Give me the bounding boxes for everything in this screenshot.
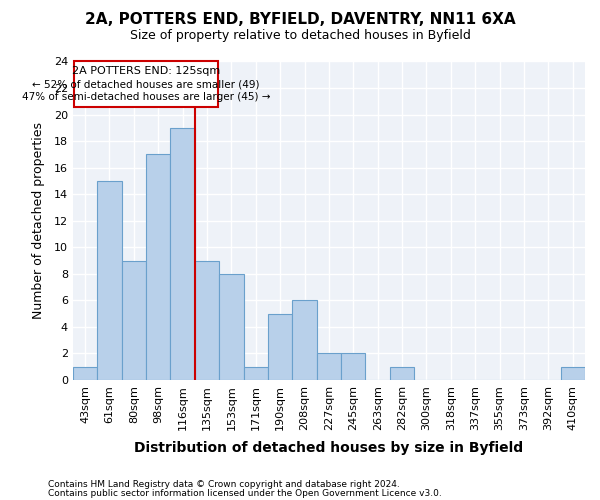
Bar <box>341 354 365 380</box>
Text: 2A POTTERS END: 125sqm: 2A POTTERS END: 125sqm <box>72 66 220 76</box>
Text: Contains HM Land Registry data © Crown copyright and database right 2024.: Contains HM Land Registry data © Crown c… <box>48 480 400 489</box>
Bar <box>122 260 146 380</box>
Text: ← 52% of detached houses are smaller (49): ← 52% of detached houses are smaller (49… <box>32 79 260 89</box>
Text: 47% of semi-detached houses are larger (45) →: 47% of semi-detached houses are larger (… <box>22 92 270 102</box>
Bar <box>97 181 122 380</box>
Bar <box>390 366 414 380</box>
Bar <box>292 300 317 380</box>
Bar <box>170 128 195 380</box>
Y-axis label: Number of detached properties: Number of detached properties <box>32 122 46 319</box>
X-axis label: Distribution of detached houses by size in Byfield: Distribution of detached houses by size … <box>134 441 523 455</box>
Bar <box>317 354 341 380</box>
Bar <box>244 366 268 380</box>
Text: Size of property relative to detached houses in Byfield: Size of property relative to detached ho… <box>130 29 470 42</box>
Text: 2A, POTTERS END, BYFIELD, DAVENTRY, NN11 6XA: 2A, POTTERS END, BYFIELD, DAVENTRY, NN11… <box>85 12 515 28</box>
Bar <box>560 366 585 380</box>
Bar <box>146 154 170 380</box>
Bar <box>195 260 219 380</box>
FancyBboxPatch shape <box>74 62 218 106</box>
Bar <box>268 314 292 380</box>
Bar <box>219 274 244 380</box>
Text: Contains public sector information licensed under the Open Government Licence v3: Contains public sector information licen… <box>48 488 442 498</box>
Bar <box>73 366 97 380</box>
